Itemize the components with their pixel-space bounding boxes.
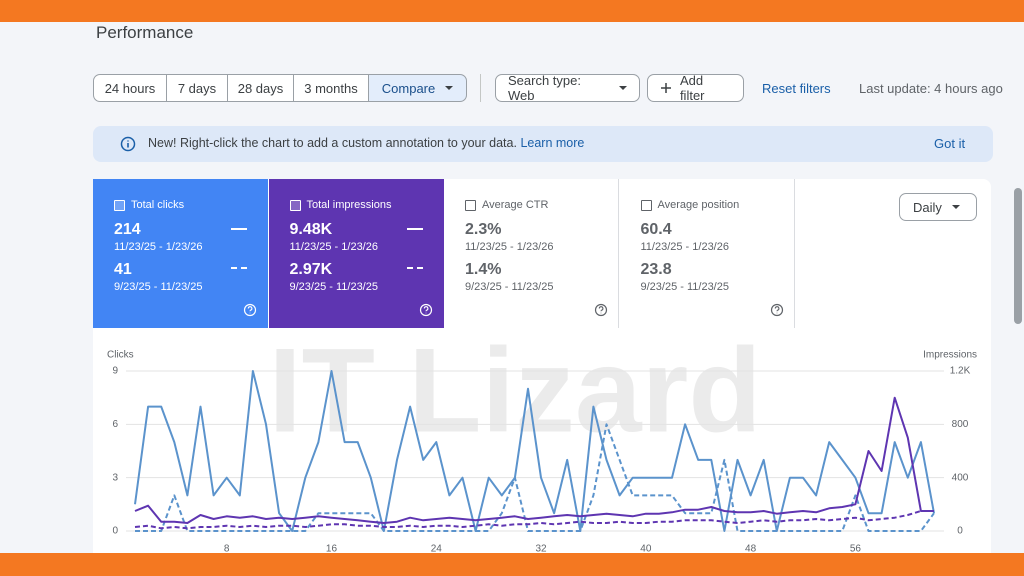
metric-card[interactable]: Average CTR 2.3% 11/23/25 - 1/23/26 1.4% 9/2… (444, 179, 619, 328)
metric-range: 9/23/25 - 11/23/25 (465, 281, 554, 293)
banner: New! Right-click the chart to add a cust… (93, 126, 993, 162)
range-button[interactable]: 3 months (293, 74, 369, 102)
metric-value: 60.4 (640, 221, 672, 238)
caret (951, 205, 960, 209)
compare-button[interactable]: Compare (368, 74, 467, 102)
line-style-solid (231, 228, 247, 230)
y2-tick-label: 800 (952, 419, 969, 430)
checkbox[interactable] (289, 199, 301, 211)
divider (480, 74, 481, 102)
last-update: Last update: 4 hours ago (859, 81, 1003, 96)
metric-range: 11/23/25 - 1/23/26 (465, 241, 554, 253)
metric-value: 41 (114, 261, 132, 278)
checkbox[interactable] (465, 199, 476, 211)
granularity-label: Daily (913, 199, 942, 215)
metric-card[interactable]: Average position 60.4 11/23/25 - 1/23/26 23… (619, 179, 795, 328)
y2-tick-label: 400 (952, 472, 969, 483)
watermark: IT Lizard (268, 324, 761, 458)
metric-label-row: Average CTR (465, 199, 618, 211)
metric-label: Total impressions (306, 199, 392, 211)
metric-label-row: Total impressions (289, 199, 444, 211)
x-tick-label: 56 (850, 544, 862, 555)
scrollbar (1014, 188, 1022, 324)
metric-range: 9/23/25 - 11/23/25 (640, 281, 729, 293)
checkbox[interactable] (640, 199, 652, 211)
x-tick-label: 8 (224, 544, 230, 555)
metric-label: Average position (657, 199, 740, 211)
bottom-bar (0, 553, 1024, 576)
search-type-label: Search type: Web (508, 73, 581, 103)
help-icon[interactable] (419, 303, 433, 317)
metric-label-row: Total clicks (114, 199, 268, 211)
y-tick-label: 6 (112, 419, 118, 430)
metric-range: 11/23/25 - 1/23/26 (640, 241, 729, 253)
metric-label-row: Average position (640, 199, 794, 211)
previous-line (134, 510, 934, 530)
banner-text: New! Right-click the chart to add a cust… (148, 136, 584, 150)
metric-range: 11/23/25 - 1/23/26 (289, 241, 378, 253)
range-button[interactable]: 7 days (166, 74, 228, 102)
plus-icon (661, 83, 671, 93)
current-line (134, 370, 935, 532)
metric-range: 9/23/25 - 11/23/25 (114, 281, 203, 293)
metric-label: Average CTR (482, 199, 549, 211)
top-bar (0, 0, 1024, 22)
previous-line (135, 423, 935, 532)
page-title: Performance (96, 23, 194, 42)
metric-label: Total clicks (131, 199, 185, 211)
granularity[interactable]: Daily (899, 193, 977, 221)
x-tick-label: 16 (326, 544, 338, 555)
x-tick-label: 32 (535, 544, 547, 555)
metric-value: 23.8 (640, 261, 672, 278)
y-axis-title: Clicks (107, 350, 134, 361)
range-button[interactable]: 28 days (227, 74, 294, 102)
compare-label: Compare (381, 80, 436, 96)
metric-value: 2.3% (465, 221, 502, 238)
caret (619, 86, 627, 90)
metric-value: 1.4% (465, 261, 502, 278)
metric-range: 11/23/25 - 1/23/26 (114, 241, 203, 253)
checkbox[interactable] (114, 199, 125, 211)
current-line (134, 396, 934, 524)
line-style-dashed (231, 267, 247, 269)
help-icon[interactable] (594, 303, 608, 317)
metric-value: 9.48K (289, 221, 333, 238)
y2-tick-label: 0 (957, 526, 963, 537)
search-type[interactable]: Search type: Web (495, 73, 640, 103)
x-tick-label: 48 (745, 544, 757, 555)
dismiss-button[interactable]: Got it (934, 136, 966, 151)
y-tick-label: 9 (112, 366, 118, 377)
caret (445, 86, 454, 90)
x-tick-label: 24 (431, 544, 443, 555)
help-icon[interactable] (770, 303, 784, 317)
y2-tick-label: 1.2K (950, 366, 971, 377)
metric-value: 2.97K (289, 261, 333, 278)
line-style-solid (406, 228, 423, 230)
metric-card[interactable]: Total clicks 214 11/23/25 - 1/23/26 41 9/23/… (93, 179, 268, 328)
banner-message: New! Right-click the chart to add a cust… (148, 136, 517, 150)
line-style-dashed (406, 267, 423, 269)
banner-link[interactable]: Learn more (520, 136, 585, 150)
y-tick-label: 0 (112, 526, 118, 537)
metric-range: 9/23/25 - 11/23/25 (289, 281, 378, 293)
add-filter[interactable]: Add filter (647, 73, 744, 103)
reset-filters[interactable]: Reset filters (762, 81, 831, 96)
y-tick-label: 3 (112, 472, 118, 483)
metric-value: 214 (114, 221, 141, 238)
help-icon[interactable] (243, 303, 257, 317)
add-filter-label: Add filter (679, 73, 705, 103)
range-button[interactable]: 24 hours (93, 74, 167, 102)
x-tick-label: 40 (640, 544, 652, 555)
y2-axis-title: Impressions (923, 350, 977, 361)
metric-card[interactable]: Total impressions 9.48K 11/23/25 - 1/23/26… (268, 179, 444, 328)
info-icon (120, 136, 136, 152)
